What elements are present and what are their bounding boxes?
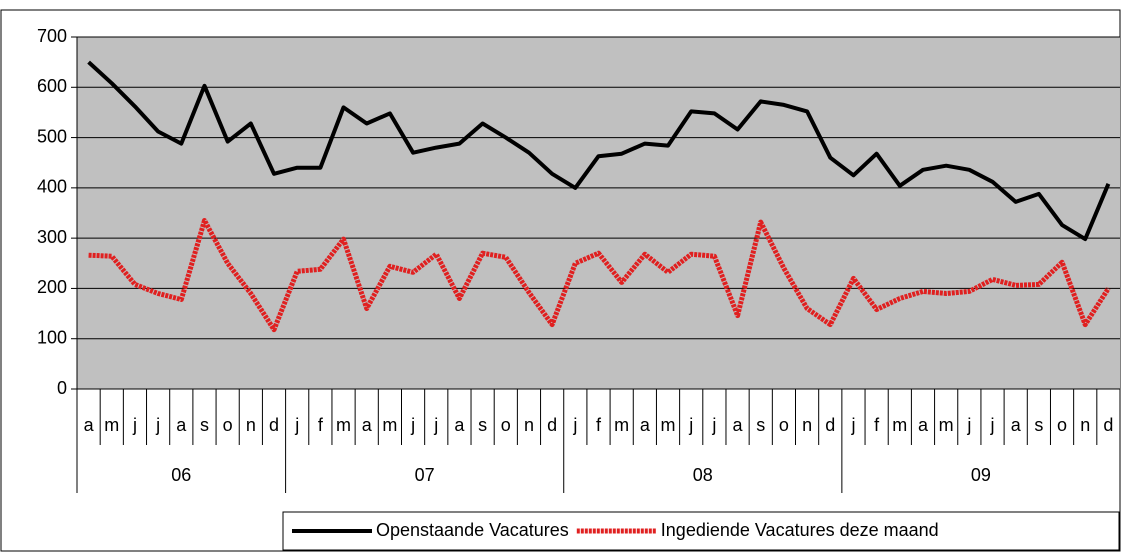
x-tick-label: j: [433, 415, 438, 435]
x-tick-label: s: [200, 415, 209, 435]
x-tick-label: j: [966, 415, 971, 435]
series-line: [87, 60, 1111, 242]
legend-label: Openstaande Vacatures: [376, 520, 569, 540]
group-label: 06: [171, 465, 191, 485]
x-tick-label: s: [756, 415, 765, 435]
legend-box: [282, 511, 1120, 551]
x-tick-label: j: [410, 415, 415, 435]
x-tick-label: m: [614, 415, 629, 435]
x-tick-label: f: [596, 415, 602, 435]
y-tick-label: 300: [37, 227, 67, 247]
group-label: 09: [971, 465, 991, 485]
x-tick-label: m: [939, 415, 954, 435]
x-tick-label: o: [501, 415, 511, 435]
y-tick-label: 0: [57, 378, 67, 398]
x-tick-label: d: [825, 415, 835, 435]
x-tick-label: n: [1080, 415, 1090, 435]
x-tick-label: f: [318, 415, 324, 435]
x-tick-label: m: [336, 415, 351, 435]
x-tick-label: o: [779, 415, 789, 435]
x-tick-label: a: [733, 415, 744, 435]
x-tick-label: a: [1011, 415, 1022, 435]
x-tick-label: j: [850, 415, 855, 435]
x-tick-label: o: [223, 415, 233, 435]
x-tick-label: a: [918, 415, 929, 435]
legend-label: Ingediende Vacatures deze maand: [661, 520, 939, 540]
x-tick-label: s: [478, 415, 487, 435]
x-tick-label: j: [711, 415, 716, 435]
x-tick-label: j: [294, 415, 299, 435]
y-tick-label: 500: [37, 126, 67, 146]
x-tick-label: n: [246, 415, 256, 435]
y-tick-label: 200: [37, 277, 67, 297]
x-tick-label: f: [874, 415, 880, 435]
x-tick-label: a: [640, 415, 651, 435]
y-tick-label: 600: [37, 76, 67, 96]
x-tick-label: n: [802, 415, 812, 435]
x-tick-label: a: [84, 415, 95, 435]
x-tick-label: j: [155, 415, 160, 435]
x-tick-label: a: [362, 415, 373, 435]
x-tick-label: o: [1057, 415, 1067, 435]
series-line: [88, 218, 1111, 333]
x-tick-label: d: [547, 415, 557, 435]
x-tick-label: m: [382, 415, 397, 435]
x-tick-label: j: [990, 415, 995, 435]
x-tick-label: d: [1103, 415, 1113, 435]
group-label: 08: [693, 465, 713, 485]
y-tick-label: 700: [37, 26, 67, 46]
x-tick-label: m: [104, 415, 119, 435]
x-tick-label: a: [454, 415, 465, 435]
plot-area: [77, 37, 1120, 389]
group-label: 07: [415, 465, 435, 485]
x-tick-label: n: [524, 415, 534, 435]
x-tick-label: j: [572, 415, 577, 435]
x-tick-label: m: [892, 415, 907, 435]
x-tick-label: m: [661, 415, 676, 435]
x-tick-label: j: [688, 415, 693, 435]
x-tick-label: d: [269, 415, 279, 435]
y-tick-label: 400: [37, 177, 67, 197]
x-tick-label: j: [132, 415, 137, 435]
x-tick-label: s: [1034, 415, 1043, 435]
x-tick-label: a: [176, 415, 187, 435]
y-tick-label: 100: [37, 327, 67, 347]
